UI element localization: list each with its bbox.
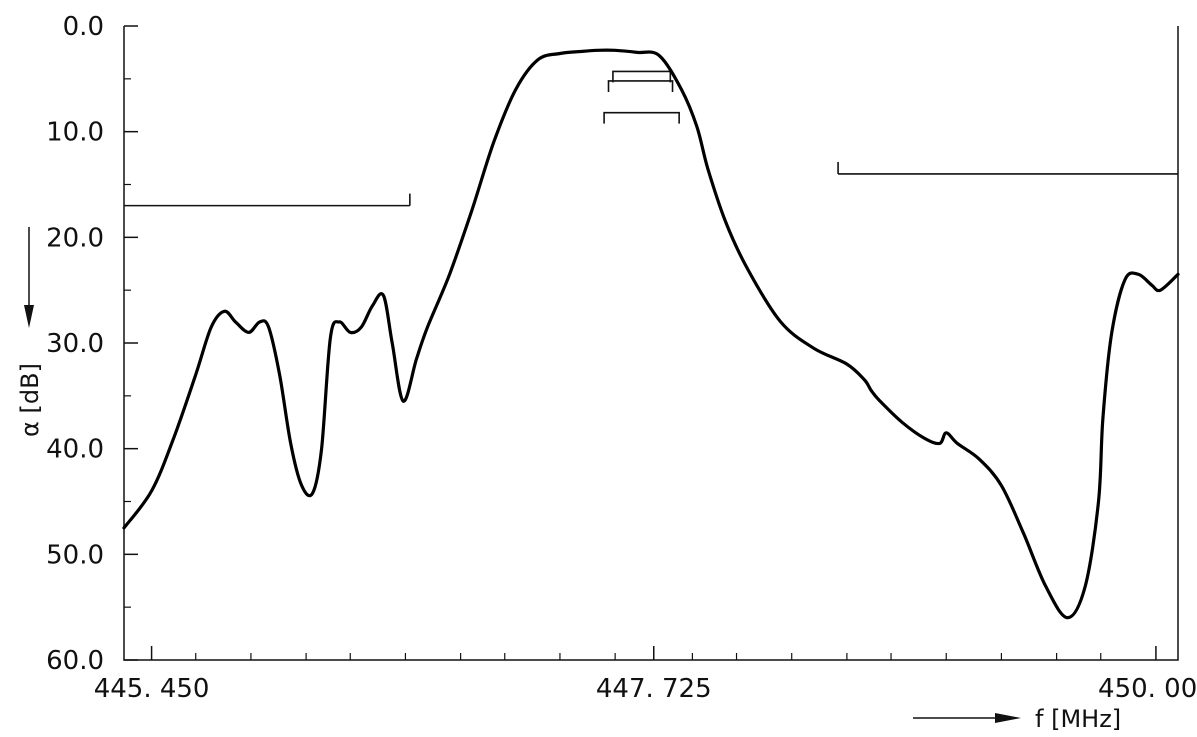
response-curve — [122, 48, 1180, 620]
y-tick-label: 10.0 — [46, 118, 104, 148]
y-tick-label: 0.0 — [63, 12, 104, 42]
x-tick-label: 445. 450 — [94, 674, 210, 704]
y-tick-label: 40.0 — [46, 435, 104, 465]
y-axis-label: α [dB] — [16, 363, 44, 437]
plot-frame — [123, 26, 1179, 661]
y-tick-label: 60.0 — [46, 646, 104, 676]
y-axis-label-group: α [dB] — [16, 227, 44, 437]
y-tick-label: 20.0 — [46, 223, 104, 253]
x-axis-label: f [MHz] — [1035, 705, 1121, 733]
y-tick-label: 30.0 — [46, 329, 104, 359]
x-tick-label: 450. 000 — [1098, 674, 1197, 704]
y-tick-label: 50.0 — [46, 540, 104, 570]
passband-spec-bracket — [607, 80, 674, 92]
x-tick-label: 447. 725 — [596, 674, 712, 704]
x-axis-arrow-head — [995, 713, 1021, 723]
passband-spec-bracket — [612, 70, 672, 83]
x-axis-label-group: f [MHz] — [913, 705, 1121, 733]
y-axis-arrow-head — [24, 305, 34, 328]
passband-spec-bracket — [603, 111, 680, 124]
